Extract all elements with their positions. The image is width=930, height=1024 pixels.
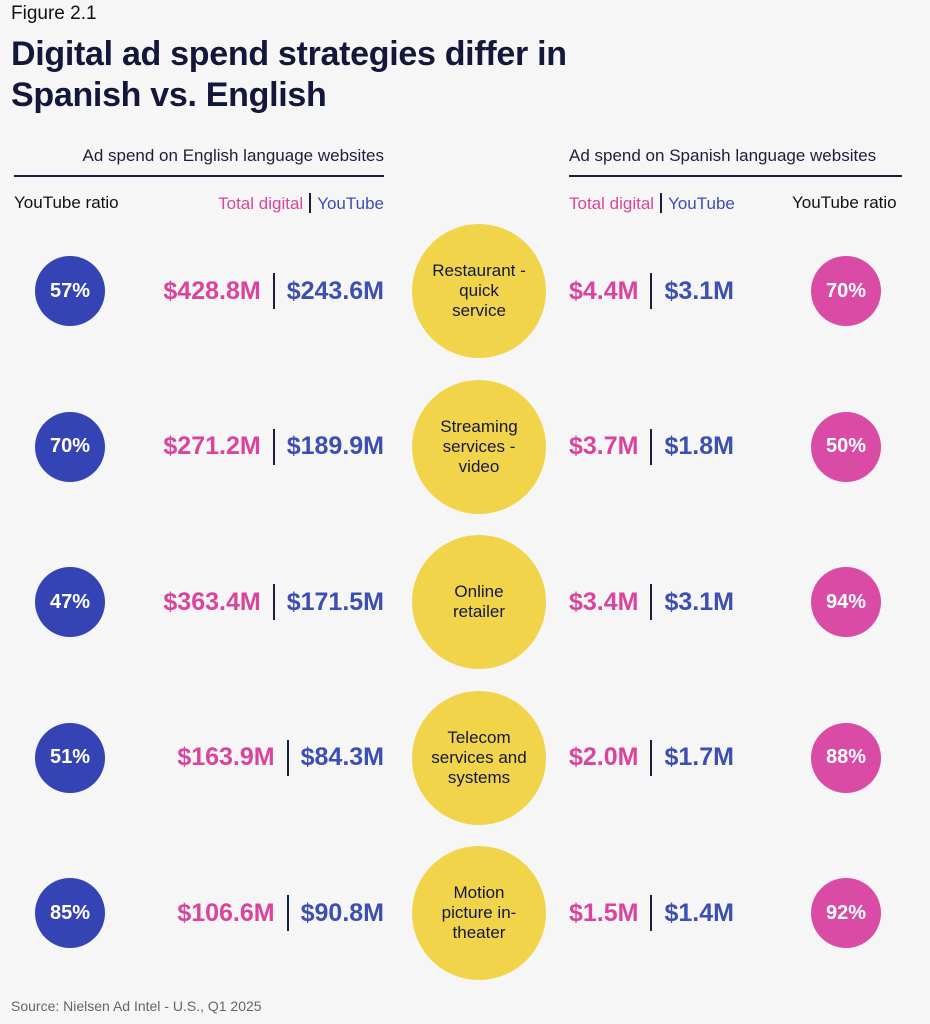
english-youtube-header: YouTube <box>317 194 384 213</box>
spanish-youtube-value: $1.4M <box>664 898 734 927</box>
spanish-total-digital-value: $2.0M <box>569 743 639 771</box>
english-spend-values: $428.8M $243.6M <box>163 271 384 311</box>
english-spend-values: $163.9M $84.3M <box>177 738 384 778</box>
english-youtube-ratio-header: YouTube ratio <box>14 193 119 212</box>
table-row: 47% $363.4M $171.5M Online retailer $3.4M $3.… <box>0 534 930 670</box>
spanish-section-title: Ad spend on Spanish language websites <box>569 146 877 165</box>
english-total-digital-value: $106.6M <box>177 898 275 927</box>
english-spend-values: $106.6M $90.8M <box>177 893 384 933</box>
spanish-youtube-value: $3.1M <box>664 276 734 305</box>
english-youtube-value: $84.3M <box>300 743 384 771</box>
value-separator <box>272 273 275 309</box>
spanish-section-rule <box>569 175 902 177</box>
value-separator <box>272 584 275 620</box>
spanish-total-digital-header: Total digital <box>569 194 655 213</box>
spanish-youtube-ratio: 88% <box>811 722 881 793</box>
english-youtube-value: $243.6M <box>286 276 384 305</box>
category-bubble: Restaurant - quick service <box>412 224 546 358</box>
chart-title: Digital ad spend strategies differ in Sp… <box>11 34 771 116</box>
category-bubble: Motion picture in-theater <box>412 846 546 980</box>
spanish-youtube-ratio: 70% <box>811 256 881 326</box>
english-total-digital-value: $163.9M <box>177 743 275 771</box>
value-separator <box>650 584 653 620</box>
spanish-spend-values: $3.7M $1.8M <box>569 427 734 467</box>
spanish-total-digital-value: $3.7M <box>569 432 639 460</box>
spanish-total-digital-value: $1.5M <box>569 898 639 927</box>
spanish-youtube-ratio: 92% <box>811 878 881 948</box>
category-bubble: Streaming services - video <box>412 379 546 514</box>
english-youtube-ratio: 57% <box>35 256 105 326</box>
english-spend-values: $363.4M $171.5M <box>163 582 384 622</box>
spanish-youtube-ratio-header: YouTube ratio <box>792 193 897 212</box>
table-row: 85% $106.6M $90.8M Motion picture in-theate… <box>0 845 930 981</box>
category-label: Telecom services and systems <box>431 727 527 787</box>
spanish-spend-values: $4.4M $3.1M <box>569 271 734 311</box>
value-separator <box>286 895 289 931</box>
spanish-youtube-ratio: 94% <box>811 567 881 637</box>
english-youtube-ratio: 51% <box>35 722 105 793</box>
english-total-digital-value: $363.4M <box>163 587 261 616</box>
value-separator <box>650 428 653 465</box>
value-separator <box>650 739 653 776</box>
spanish-youtube-value: $1.8M <box>664 432 734 460</box>
spanish-spend-values: $3.4M $3.1M <box>569 582 734 622</box>
english-youtube-ratio: 70% <box>35 411 105 482</box>
english-section-title: Ad spend on English language websites <box>82 146 385 165</box>
spanish-youtube-value: $3.1M <box>664 587 734 616</box>
spanish-spend-header: Total digital YouTube <box>569 193 735 214</box>
category-label: Streaming services - video <box>440 416 518 476</box>
english-total-digital-value: $428.8M <box>163 276 261 305</box>
spanish-total-digital-value: $3.4M <box>569 587 639 616</box>
english-youtube-value: $90.8M <box>300 898 384 927</box>
header-separator <box>309 193 312 213</box>
spanish-youtube-value: $1.7M <box>664 743 734 771</box>
header-separator <box>660 193 663 213</box>
english-spend-values: $271.2M $189.9M <box>163 427 384 467</box>
spanish-total-digital-value: $4.4M <box>569 276 639 305</box>
category-label: Motion picture in-theater <box>441 883 517 942</box>
spanish-spend-values: $1.5M $1.4M <box>569 893 734 933</box>
value-separator <box>650 273 653 309</box>
value-separator <box>272 428 275 465</box>
title-line-2: Spanish vs. English <box>11 76 327 114</box>
english-youtube-ratio: 47% <box>35 567 105 637</box>
english-total-digital-value: $271.2M <box>163 432 261 460</box>
category-bubble: Online retailer <box>412 535 546 669</box>
value-separator <box>650 895 653 931</box>
category-bubble: Telecom services and systems <box>412 690 546 825</box>
english-youtube-value: $189.9M <box>286 432 384 460</box>
figure-label: Figure 2.1 <box>11 3 97 24</box>
english-youtube-ratio: 85% <box>35 878 105 948</box>
spanish-youtube-header: YouTube <box>668 194 735 213</box>
spanish-spend-values: $2.0M $1.7M <box>569 738 734 778</box>
spanish-youtube-ratio: 50% <box>811 411 881 482</box>
table-row: 57% $428.8M $243.6M Restaurant - quick serv… <box>0 223 930 359</box>
english-total-digital-header: Total digital <box>218 194 304 213</box>
table-row: 51% $163.9M $84.3M Telecom services and sys… <box>0 690 930 826</box>
value-separator <box>286 739 289 776</box>
title-line-1: Digital ad spend strategies differ in <box>11 35 567 73</box>
source-note: Source: Nielsen Ad Intel - U.S., Q1 2025 <box>11 998 262 1014</box>
english-spend-header: Total digital YouTube <box>218 193 384 214</box>
table-row: 70% $271.2M $189.9M Streaming services - vi… <box>0 379 930 515</box>
category-label: Online retailer <box>453 582 505 621</box>
category-label: Restaurant - quick service <box>432 261 526 320</box>
english-section-rule <box>14 175 384 177</box>
english-youtube-value: $171.5M <box>286 587 384 616</box>
